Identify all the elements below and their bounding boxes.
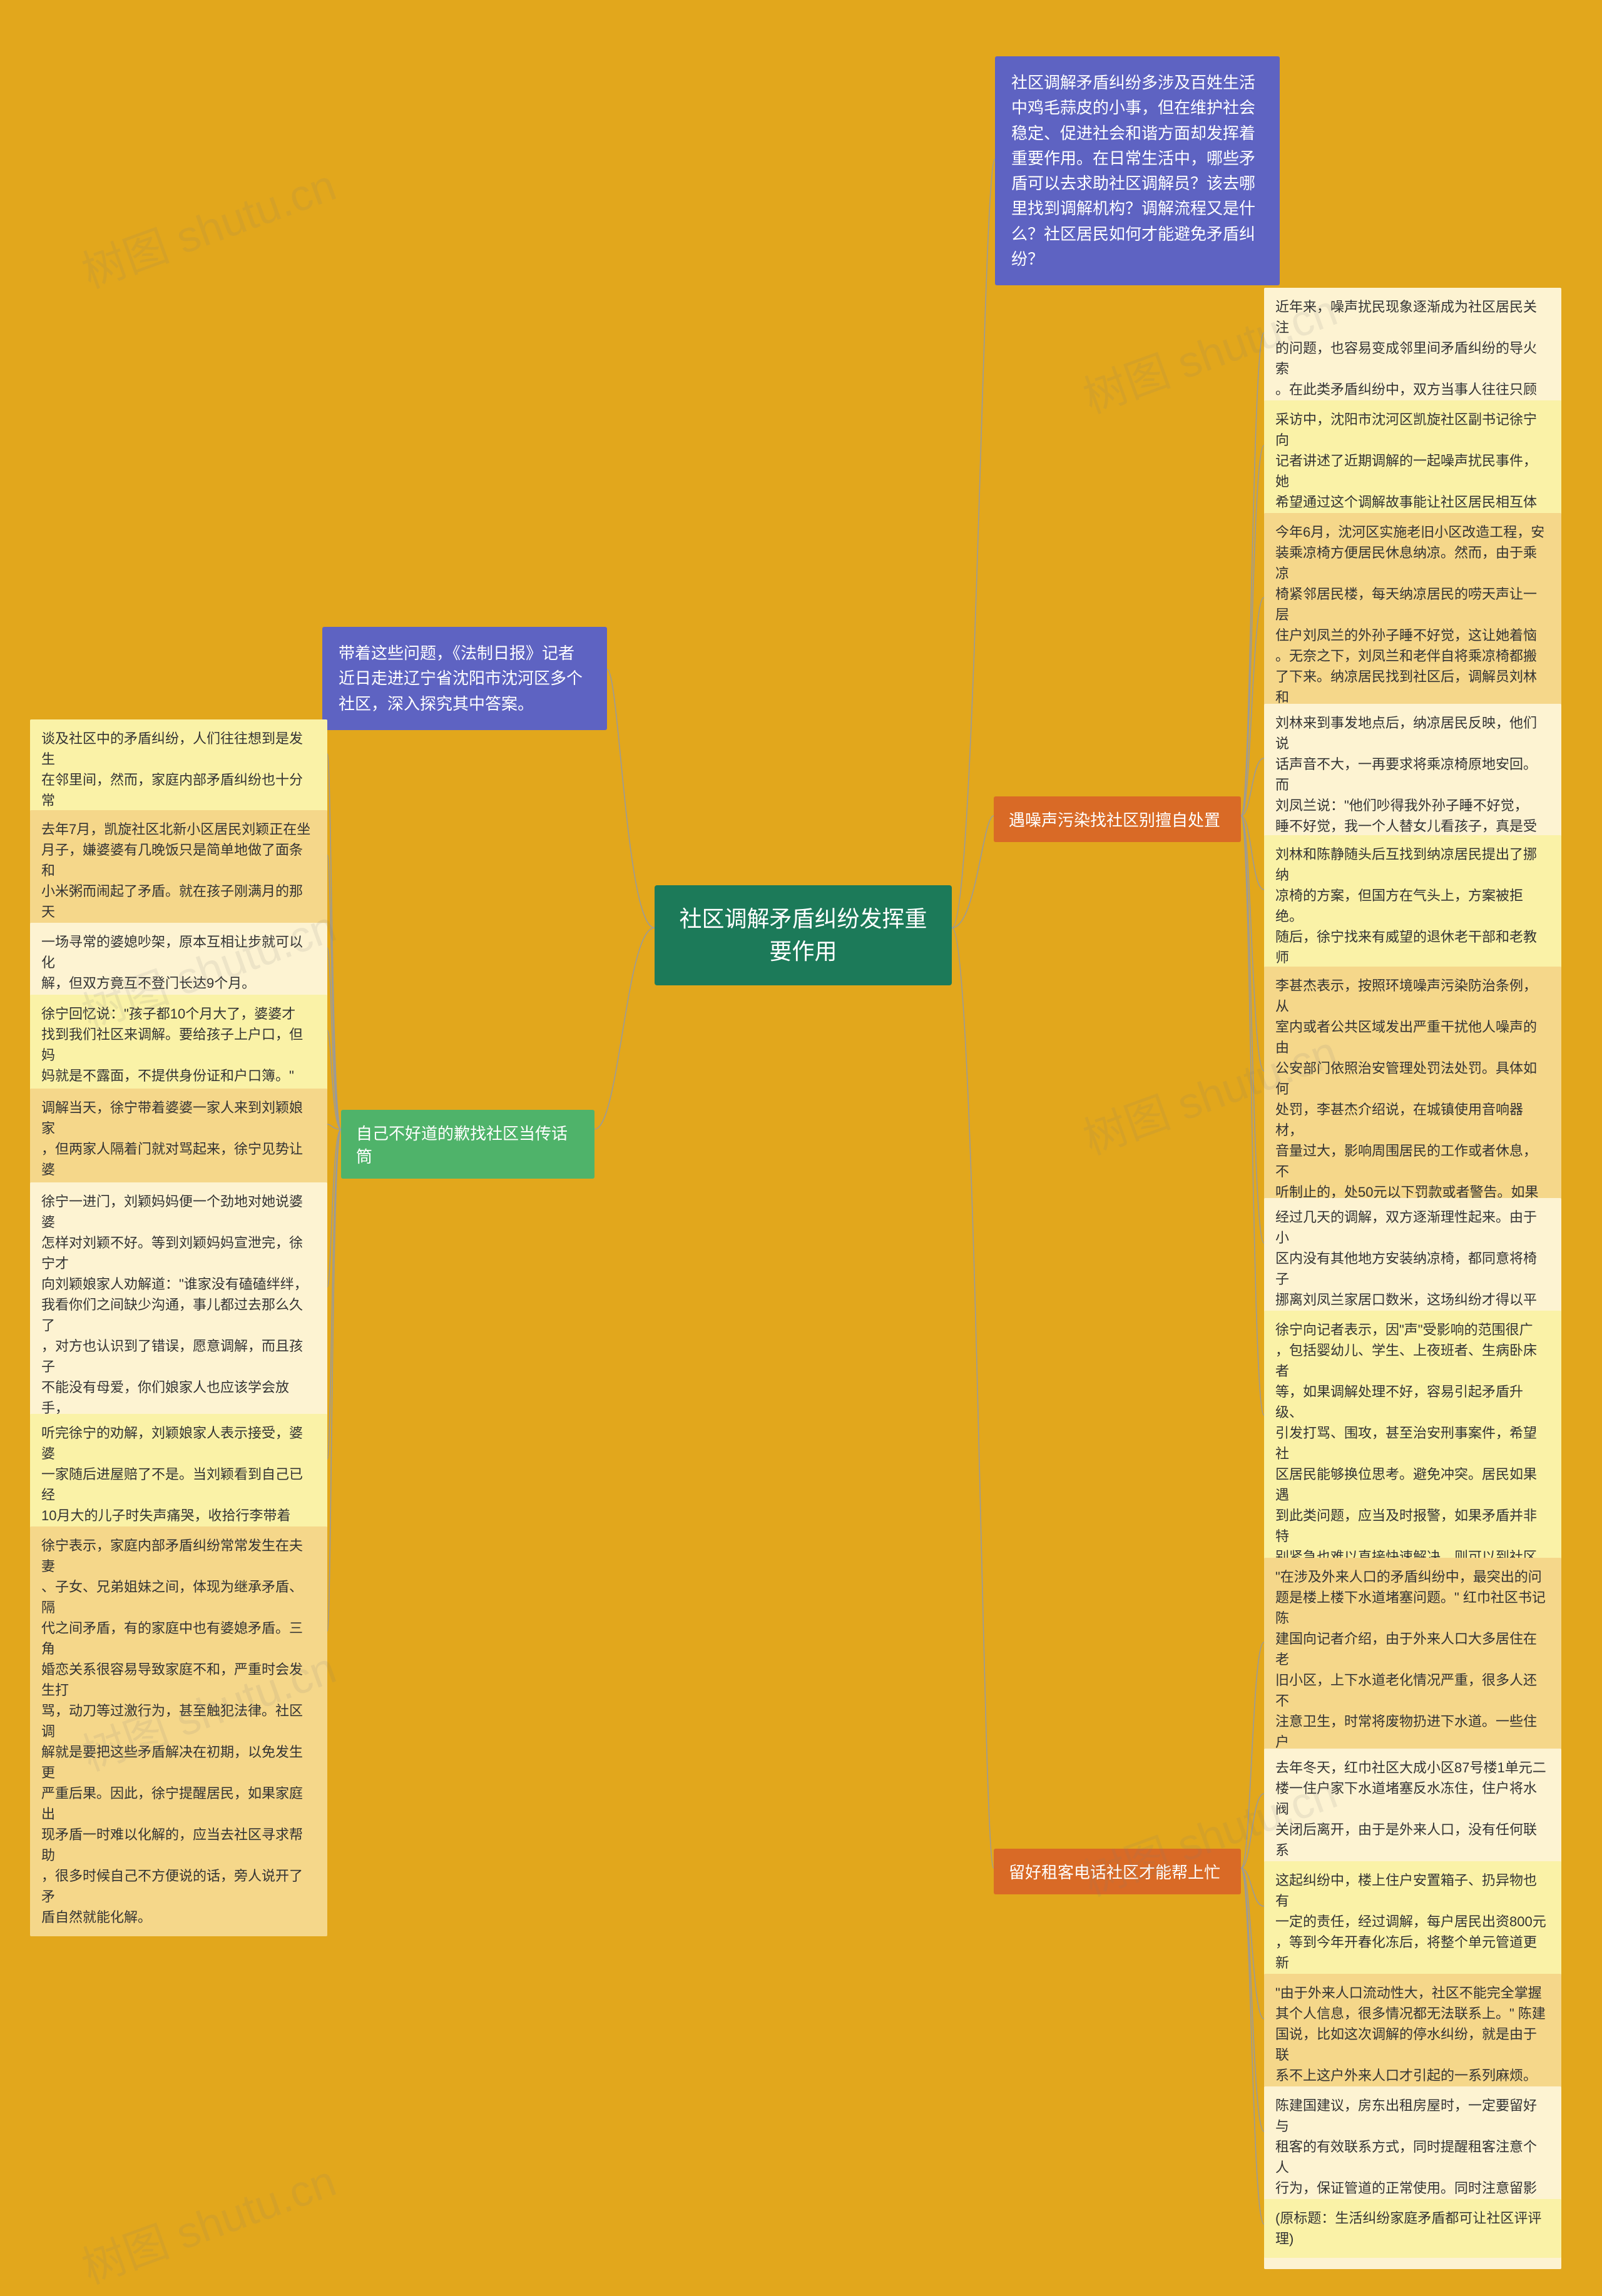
branch-right-orange-noise[interactable]: 遇噪声污染找社区别擅自处置 bbox=[994, 796, 1241, 842]
leaf-left-2[interactable]: 一场寻常的婆媳吵架，原本互相让步就可以化解，但双方竟互不登门长达9个月。 bbox=[30, 923, 327, 1002]
watermark-0: 树图 shutu.cn bbox=[73, 151, 344, 301]
branch-left-intro[interactable]: 带着这些问题，《法制日报》记者近日走进辽宁省沈阳市沈河区多个社区，深入探究其中答… bbox=[322, 627, 607, 730]
branch-right-orange-tenant[interactable]: 留好租客电话社区才能帮上忙 bbox=[994, 1849, 1241, 1894]
leaf-left-7[interactable]: 徐宁表示，家庭内部矛盾纠纷常常发生在夫妻、子女、兄弟姐妹之间，体现为继承矛盾、隔… bbox=[30, 1526, 327, 1936]
leaf-left-3[interactable]: 徐宁回忆说："孩子都10个月大了，婆婆才找到我们社区来调解。要给孩子上户口，但妈… bbox=[30, 995, 327, 1095]
leaf-right2-3[interactable]: "由于外来人口流动性大，社区不能完全掌握其个人信息，很多情况都无法联系上。" 陈… bbox=[1264, 1974, 1561, 2095]
center-node[interactable]: 社区调解矛盾纠纷发挥重要作用 bbox=[655, 885, 952, 985]
leaf-right2-5[interactable]: (原标题：生活纠纷家庭矛盾都可让社区评评理) bbox=[1264, 2199, 1561, 2258]
branch-left-green[interactable]: 自己不好道的歉找社区当传话筒 bbox=[341, 1110, 594, 1179]
branch-right-intro[interactable]: 社区调解矛盾纠纷多涉及百姓生活中鸡毛蒜皮的小事，但在维护社会稳定、促进社会和谐方… bbox=[995, 56, 1280, 285]
watermark-6: 树图 shutu.cn bbox=[73, 2146, 344, 2296]
